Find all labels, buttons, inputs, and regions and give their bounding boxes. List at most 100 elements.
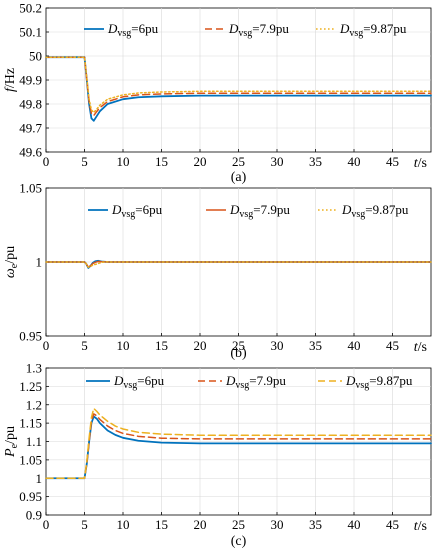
y-tick-label: 0.9	[26, 508, 42, 523]
legend-symbol: D	[113, 373, 124, 388]
x-tick-label: 10	[117, 154, 130, 169]
legend-symbol: D	[345, 373, 356, 388]
y-axis-subscript: e	[9, 263, 20, 268]
legend-label-3: Dvsg=9.87pu	[345, 373, 413, 391]
x-tick-label: 45	[386, 338, 399, 353]
legend-value: =6pu	[135, 202, 162, 217]
legend-symbol: D	[107, 21, 118, 36]
y-axis-unit: /pu	[3, 246, 18, 264]
legend-value: =7.9pu	[252, 21, 289, 36]
y-tick-label: 49.7	[19, 121, 42, 136]
legend-subscript: vsg	[351, 209, 365, 220]
x-tick-label: 45	[386, 154, 399, 169]
x-tick-label: 5	[81, 517, 88, 532]
x-tick-label: 30	[271, 517, 284, 532]
y-axis-unit: /pu	[3, 426, 18, 444]
x-tick-label: 20	[194, 338, 207, 353]
legend-label-2: Dvsg=7.9pu	[228, 21, 289, 39]
x-axis-label: t/s	[414, 340, 427, 355]
y-tick-label: 1	[36, 255, 43, 270]
x-tick-label: 5	[81, 338, 88, 353]
panel-caption: (c)	[231, 534, 247, 549]
series-line-3	[45, 407, 432, 479]
legend-subscript: vsg	[117, 28, 131, 39]
legend-value: =9.87pu	[363, 21, 407, 36]
y-axis-label: Pe/pu	[3, 426, 20, 458]
legend-symbol: D	[111, 202, 122, 217]
y-axis-label: f/Hz	[3, 68, 18, 92]
y-axis-symbol: ω	[3, 268, 18, 278]
x-axis-unit: /s	[418, 156, 427, 171]
legend-label-1: Dvsg=6pu	[111, 202, 163, 220]
x-axis-symbol: t	[414, 156, 419, 171]
x-tick-label: 40	[348, 154, 361, 169]
x-tick-label: 35	[309, 338, 322, 353]
x-tick-label: 45	[386, 517, 399, 532]
legend-symbol: D	[225, 373, 236, 388]
y-tick-label: 1.25	[19, 379, 42, 394]
y-tick-label: 49.6	[19, 145, 42, 160]
chart-panel-1: 0 5 10 15 20 25 30 35 40 45 49.6 49.7 49.8 49.9 50 50.1…	[3, 1, 432, 185]
legend-label-1: Dvsg=6pu	[113, 373, 165, 391]
x-tick-label: 35	[309, 154, 322, 169]
y-tick-label: 49.8	[19, 97, 42, 112]
y-tick-label: 1	[36, 471, 43, 486]
x-tick-label: 10	[117, 338, 130, 353]
legend-label-3: Dvsg=9.87pu	[339, 21, 407, 39]
x-tick-label: 15	[155, 517, 168, 532]
y-axis-symbol: P	[3, 448, 18, 458]
legend-subscript: vsg	[123, 380, 137, 391]
legend-subscript: vsg	[121, 209, 135, 220]
legend-value: =6pu	[131, 21, 158, 36]
y-tick-label: 50	[29, 49, 42, 64]
legend-value: =6pu	[137, 373, 164, 388]
x-tick-label: 30	[271, 338, 284, 353]
legend-label-3: Dvsg=9.87pu	[341, 202, 409, 220]
legend-symbol: D	[229, 202, 240, 217]
x-axis-symbol: t	[414, 519, 419, 534]
y-tick-label: 50.2	[19, 1, 42, 16]
y-axis-symbol: f	[3, 86, 18, 92]
y-tick-label: 1.2	[26, 397, 42, 412]
x-tick-label: 15	[155, 338, 168, 353]
x-axis-unit: /s	[418, 340, 427, 355]
x-tick-label: 25	[232, 338, 245, 353]
y-tick-label: 1.15	[19, 416, 42, 431]
x-axis-symbol: t	[414, 340, 419, 355]
x-tick-label: 25	[232, 154, 245, 169]
y-tick-label: 1.3	[26, 361, 42, 376]
x-tick-label: 40	[348, 517, 361, 532]
x-tick-label: 20	[194, 154, 207, 169]
y-tick-label: 49.9	[19, 73, 42, 88]
x-tick-label: 0	[43, 517, 50, 532]
legend-symbol: D	[228, 21, 239, 36]
x-axis-unit: /s	[418, 519, 427, 534]
legend-label-1: Dvsg=6pu	[107, 21, 159, 39]
y-tick-label: 1.1	[26, 434, 42, 449]
panel-caption: (b)	[230, 346, 247, 361]
y-axis-unit: /Hz	[3, 68, 18, 88]
x-tick-label: 20	[194, 517, 207, 532]
y-tick-label: 0.95	[19, 489, 42, 504]
x-tick-label: 0	[43, 154, 50, 169]
x-tick-label: 25	[232, 517, 245, 532]
x-tick-label: 40	[348, 338, 361, 353]
panel-caption: (a)	[231, 170, 247, 185]
series-line-3	[45, 56, 432, 114]
y-tick-label: 1.05	[19, 181, 42, 196]
y-tick-label: 0.95	[19, 329, 42, 344]
x-tick-label: 30	[271, 154, 284, 169]
chart-panel-3: 0 5 10 15 20 25 30 35 40 45 0.9 0.95 1 1.05 1.1 1.15 1.2…	[3, 361, 432, 549]
legend-symbol: D	[341, 202, 352, 217]
y-axis-subscript: e	[9, 443, 20, 448]
y-tick-label: 1.05	[19, 452, 42, 467]
series-line-3	[45, 261, 432, 268]
legend-subscript: vsg	[355, 380, 369, 391]
x-tick-label: 15	[155, 154, 168, 169]
y-tick-label: 50.1	[19, 25, 42, 40]
x-axis-label: t/s	[414, 156, 427, 171]
x-tick-label: 5	[81, 154, 88, 169]
legend-label-2: Dvsg=7.9pu	[229, 202, 290, 220]
